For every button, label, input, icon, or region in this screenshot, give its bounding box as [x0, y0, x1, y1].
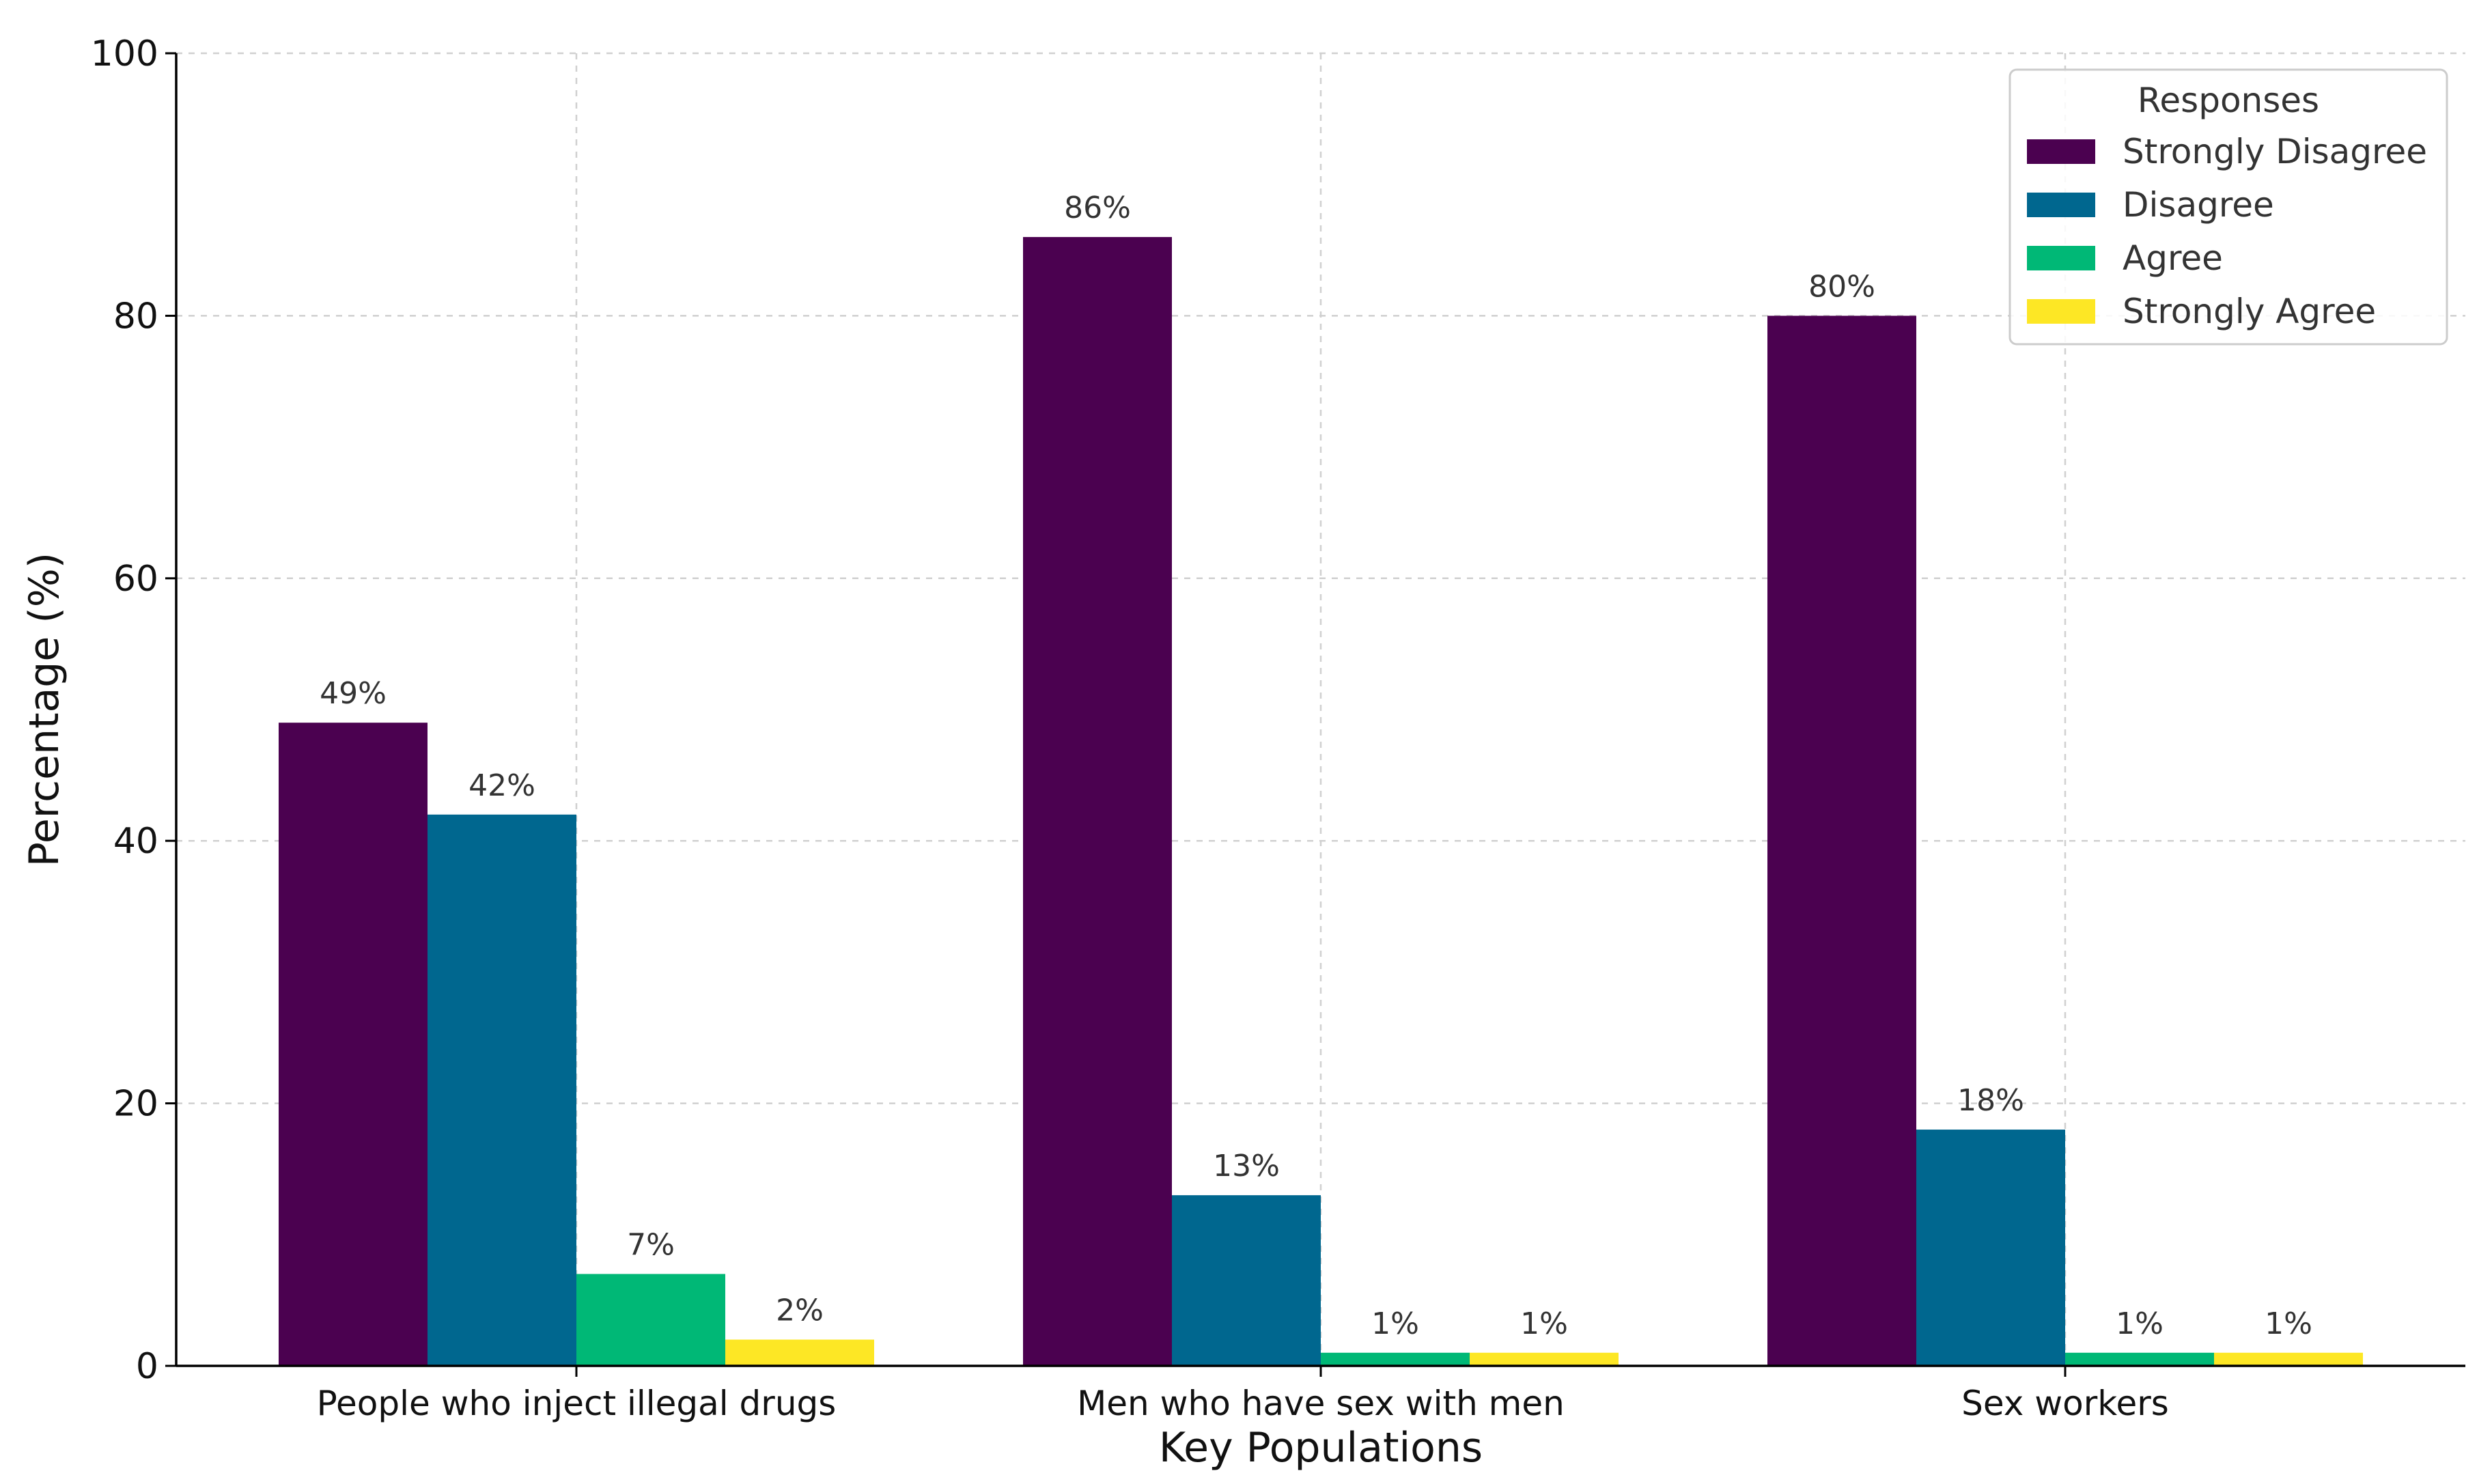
data-label: 49%	[320, 676, 387, 711]
data-label: 2%	[776, 1293, 824, 1328]
bar	[576, 1274, 725, 1366]
x-tick-label: Men who have sex with men	[1077, 1384, 1565, 1423]
y-tick-label: 20	[113, 1084, 158, 1125]
tick-labels: 0 20 40 60 80 100 People who inject illegal dr…	[91, 33, 2169, 1423]
y-tick-label: 60	[113, 559, 158, 600]
data-label: 1%	[2265, 1306, 2312, 1341]
bar	[1172, 1195, 1321, 1366]
x-tick-label: Sex workers	[1961, 1384, 2169, 1423]
y-axis-title: Percentage (%)	[20, 552, 68, 867]
bar	[2214, 1352, 2363, 1366]
y-tick-label: 80	[113, 296, 158, 337]
legend-title: Responses	[2138, 81, 2319, 120]
legend-label: Strongly Disagree	[2123, 132, 2427, 171]
bar	[1321, 1352, 1470, 1366]
y-tick-label: 40	[113, 821, 158, 862]
bar	[1916, 1130, 2065, 1366]
legend-frame	[2008, 68, 2448, 346]
bar	[428, 814, 576, 1366]
data-label: 1%	[1520, 1306, 1568, 1341]
bar	[1767, 316, 1916, 1366]
data-label: 1%	[2116, 1306, 2164, 1341]
bars	[279, 237, 2363, 1367]
bar	[279, 723, 428, 1366]
x-axis-title: Key Populations	[1159, 1424, 1483, 1472]
data-label: 13%	[1213, 1149, 1280, 1184]
legend-swatch	[2027, 139, 2095, 164]
legend-label: Disagree	[2123, 185, 2274, 225]
bar	[2065, 1352, 2214, 1366]
bar	[725, 1339, 874, 1366]
data-label: 86%	[1064, 191, 1131, 225]
y-tick-label: 0	[136, 1346, 158, 1387]
data-label: 1%	[1371, 1306, 1419, 1341]
data-label: 7%	[627, 1227, 675, 1262]
data-labels: 49% 86% 80% 42% 13% 18% 7% 1% 1% 2% 1% 1%	[320, 191, 2312, 1341]
y-tick-label: 100	[91, 33, 158, 74]
data-label: 42%	[468, 768, 535, 803]
legend-swatch	[2027, 299, 2095, 324]
bar	[1470, 1352, 1619, 1366]
legend-swatch	[2027, 193, 2095, 217]
axes	[165, 52, 2465, 1377]
x-tick-label: People who inject illegal drugs	[317, 1384, 837, 1423]
legend-swatch	[2027, 246, 2095, 270]
bar	[1023, 237, 1172, 1367]
data-label: 18%	[1957, 1083, 2024, 1118]
legend-label: Agree	[2123, 238, 2223, 278]
data-label: 80%	[1808, 269, 1875, 304]
legend: Responses Strongly Disagree Disagree Agree…	[2008, 68, 2448, 346]
legend-label: Strongly Agree	[2123, 292, 2376, 331]
